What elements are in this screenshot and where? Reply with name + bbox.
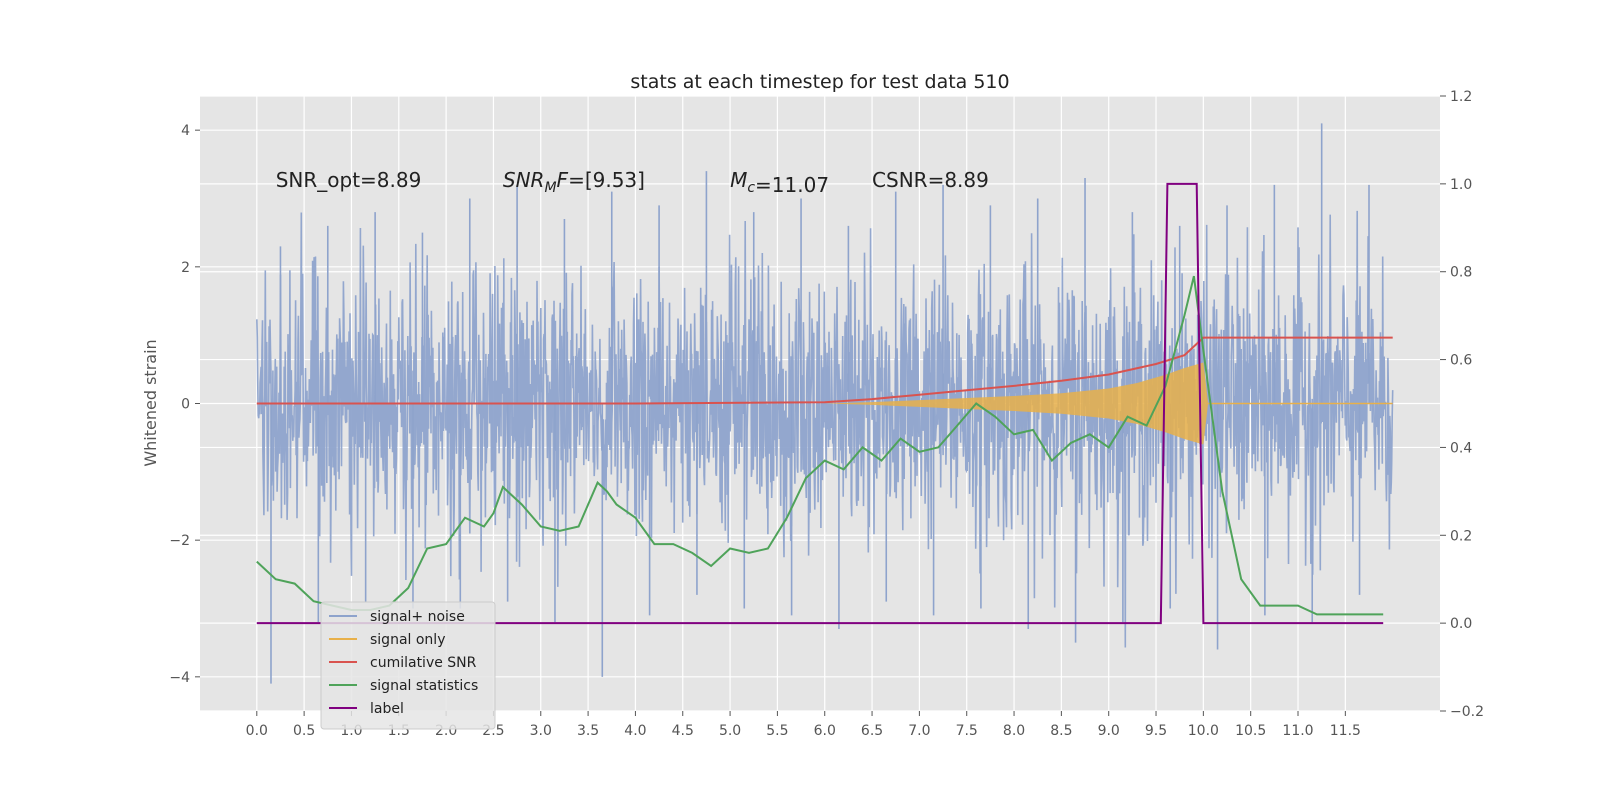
x-tick-label: 5.0 xyxy=(719,723,741,739)
legend-label: label xyxy=(370,701,404,717)
x-tick-label: 8.5 xyxy=(1050,723,1072,739)
x-tick-label: 0.0 xyxy=(246,723,268,739)
annotation-sub: c xyxy=(747,180,755,196)
legend-box xyxy=(320,601,496,730)
y-left-tick-label: 4 xyxy=(181,123,190,139)
x-tick-label: 4.0 xyxy=(624,723,646,739)
x-tick-label: 11.5 xyxy=(1330,723,1361,739)
signal-only-series xyxy=(824,362,1393,445)
y-left-tick-label: 2 xyxy=(181,260,190,276)
annotation-sub: M xyxy=(544,180,556,196)
series-line-label xyxy=(256,182,1384,625)
x-tick-label: 10.0 xyxy=(1188,723,1219,739)
x-tick-label: 11.0 xyxy=(1282,723,1313,739)
signal-envelope xyxy=(824,362,1209,445)
y-left-tick-label: −4 xyxy=(169,670,190,686)
annotation-italic: SNR xyxy=(503,168,545,192)
y-right-tick-label: 0.4 xyxy=(1450,440,1472,456)
x-tick-label: 9.0 xyxy=(1098,723,1120,739)
annotation: SNRMF=[9.53] xyxy=(503,168,645,196)
annotation-value: =[9.53] xyxy=(568,168,645,192)
x-tick-label: 4.5 xyxy=(672,723,694,739)
chart-title: stats at each timestep for test data 510 xyxy=(630,71,1009,93)
legend-label: cumilative SNR xyxy=(370,655,477,671)
y-right-tick-label: 1.2 xyxy=(1450,89,1472,105)
y-left-tick-label: −2 xyxy=(169,533,190,549)
y-axis-label: Whitened strain xyxy=(141,339,160,466)
annotations: SNR_opt=8.89 SNRMF=[9.53] Mc=11.07 CSNR=8.8… xyxy=(276,168,989,197)
annotation: CSNR=8.89 xyxy=(872,168,989,192)
series-line-signal-statistics xyxy=(256,275,1384,616)
legend: signal+ noise signal only cumilative SNR si… xyxy=(320,601,496,730)
legend-label: signal statistics xyxy=(370,678,478,694)
y-right-tick-label: 0.2 xyxy=(1450,528,1472,544)
annotation: Mc=11.07 xyxy=(730,168,829,197)
x-tick-label: 6.5 xyxy=(861,723,883,739)
y-right-tick-label: −0.2 xyxy=(1450,704,1484,720)
y-right-tick-label: 1.0 xyxy=(1450,177,1472,193)
annotation-italic-tail: F xyxy=(557,168,569,192)
right-axis-series xyxy=(256,182,1393,625)
x-tick-label: 10.5 xyxy=(1235,723,1266,739)
y-left-tick-label: 0 xyxy=(181,397,190,413)
series-line-cumilative-snr xyxy=(256,336,1393,405)
legend-label: signal only xyxy=(370,632,445,648)
x-tick-label: 8.0 xyxy=(1003,723,1025,739)
annotation-value: =11.07 xyxy=(755,173,829,197)
x-tick-label: 7.0 xyxy=(908,723,930,739)
x-tick-label: 0.5 xyxy=(293,723,315,739)
y-right-tick-label: 0.8 xyxy=(1450,265,1472,281)
annotation-italic: M xyxy=(730,168,747,192)
x-tick-label: 5.5 xyxy=(766,723,788,739)
x-tick-label: 7.5 xyxy=(956,723,978,739)
y-right-tick-label: 0.6 xyxy=(1450,353,1472,369)
x-tick-label: 6.0 xyxy=(814,723,836,739)
x-tick-label: 3.5 xyxy=(577,723,599,739)
y-right-tick-label: 0.0 xyxy=(1450,616,1472,632)
legend-label: signal+ noise xyxy=(370,609,465,625)
x-tick-label: 3.0 xyxy=(530,723,552,739)
x-tick-label: 9.5 xyxy=(1145,723,1167,739)
annotation: SNR_opt=8.89 xyxy=(276,168,422,192)
